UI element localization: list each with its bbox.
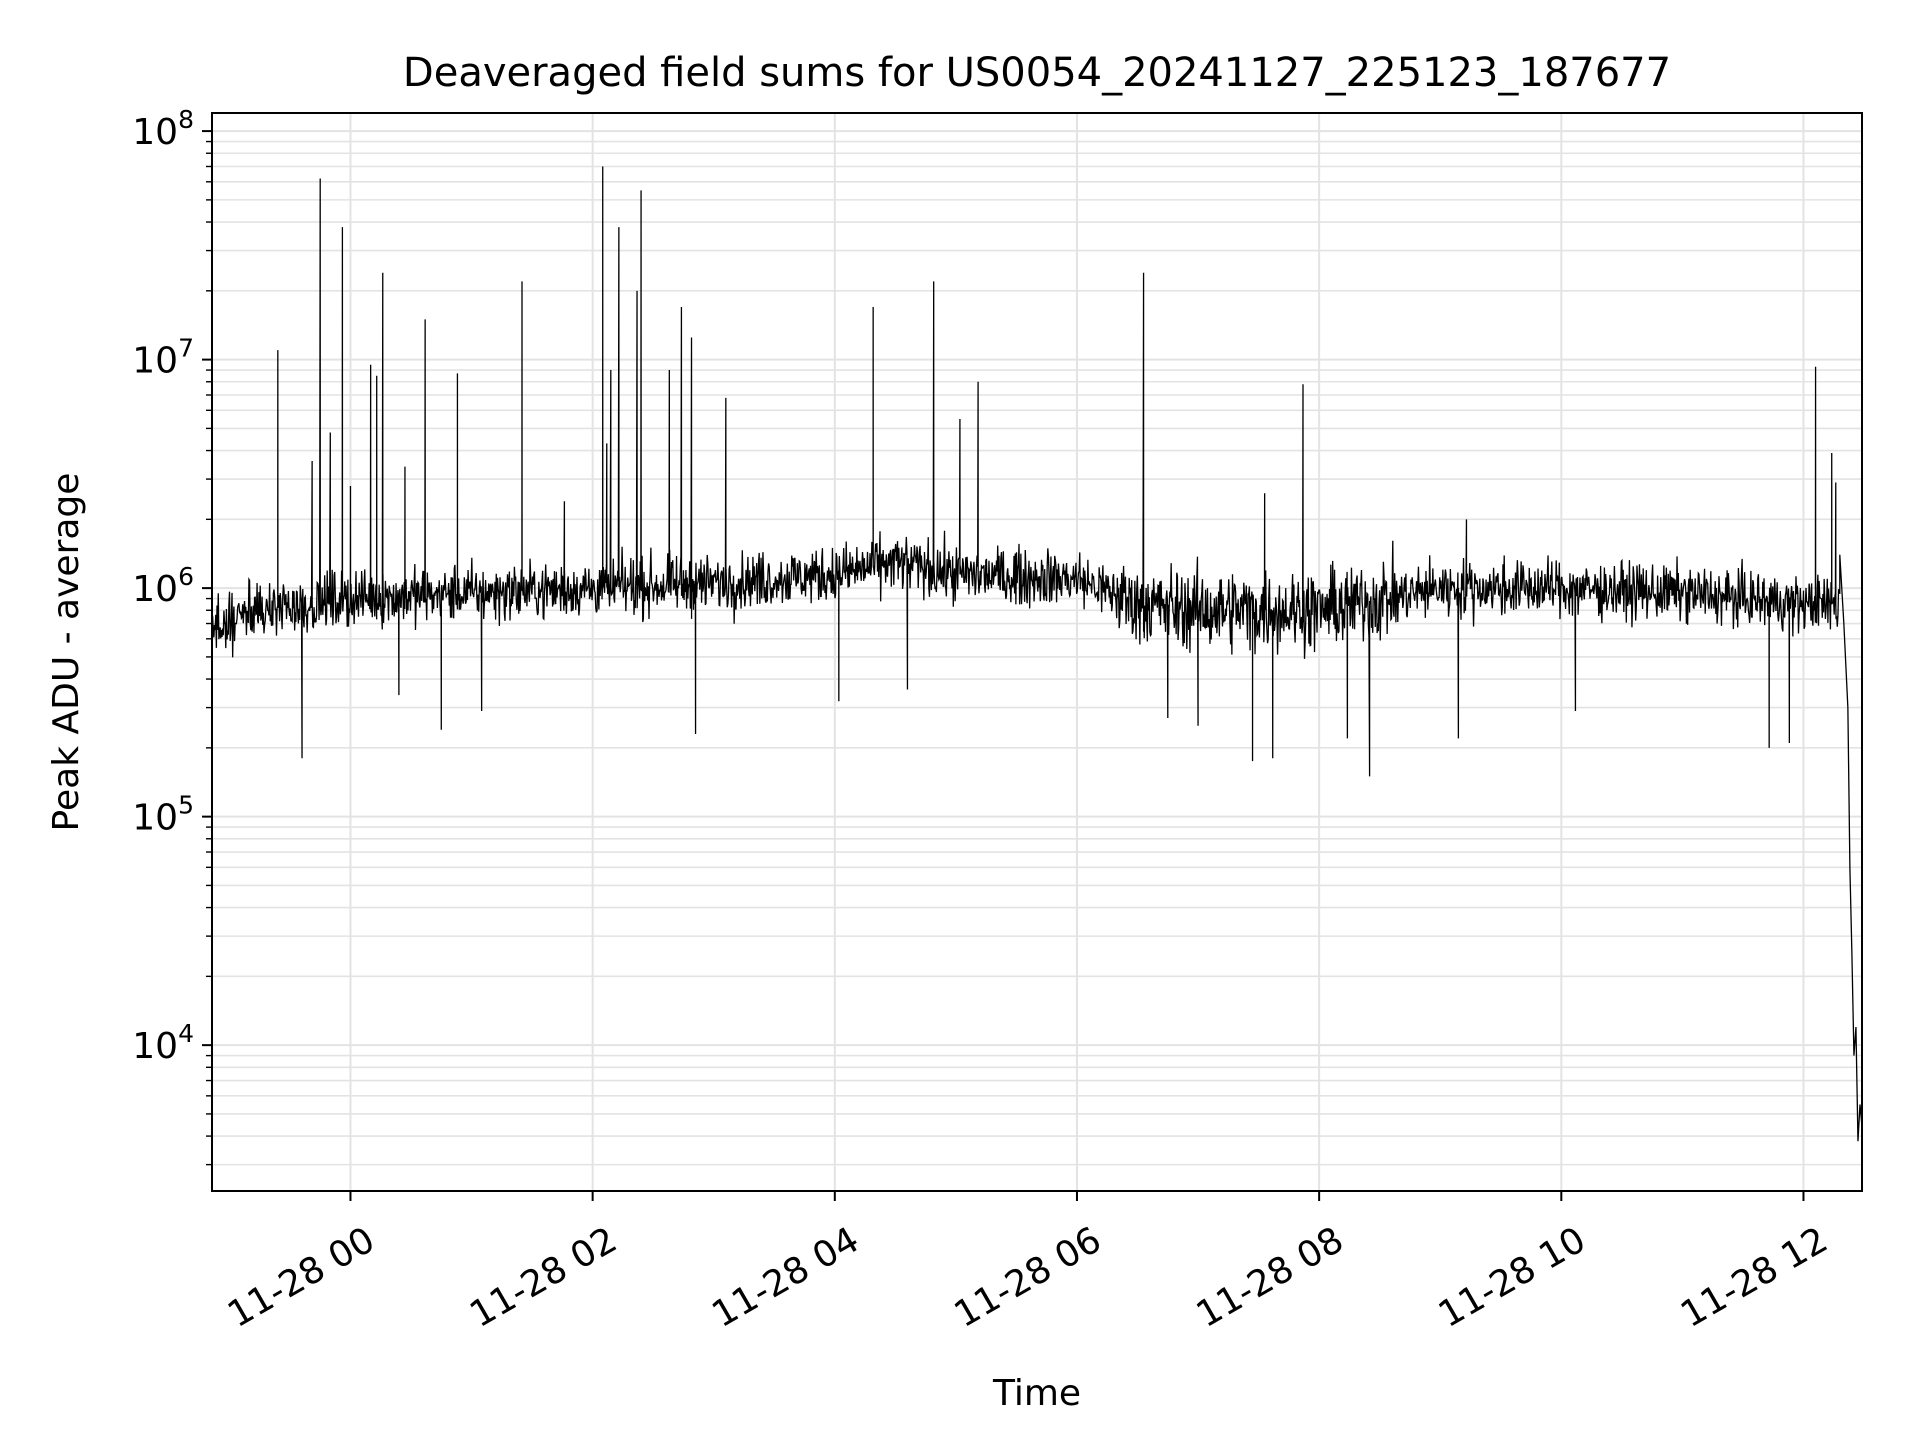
y-tick-label: 104 [132, 1019, 194, 1067]
series-line [211, 166, 1863, 1142]
y-axis-label: Peak ADU - average [46, 473, 87, 832]
y-tick-label: 105 [132, 791, 194, 839]
y-axis: 104 105 106 107 108 [132, 105, 212, 1166]
y-tick-label: 108 [132, 105, 194, 153]
plot-frame [211, 112, 1863, 1192]
chart-title: Deaveraged field sums for US0054_2024112… [403, 50, 1671, 96]
x-axis-label: Time [992, 1373, 1081, 1414]
series-group [211, 166, 1863, 1142]
grid [212, 113, 1862, 1191]
y-tick-label: 107 [132, 334, 194, 382]
y-tick-label: 106 [132, 562, 194, 610]
